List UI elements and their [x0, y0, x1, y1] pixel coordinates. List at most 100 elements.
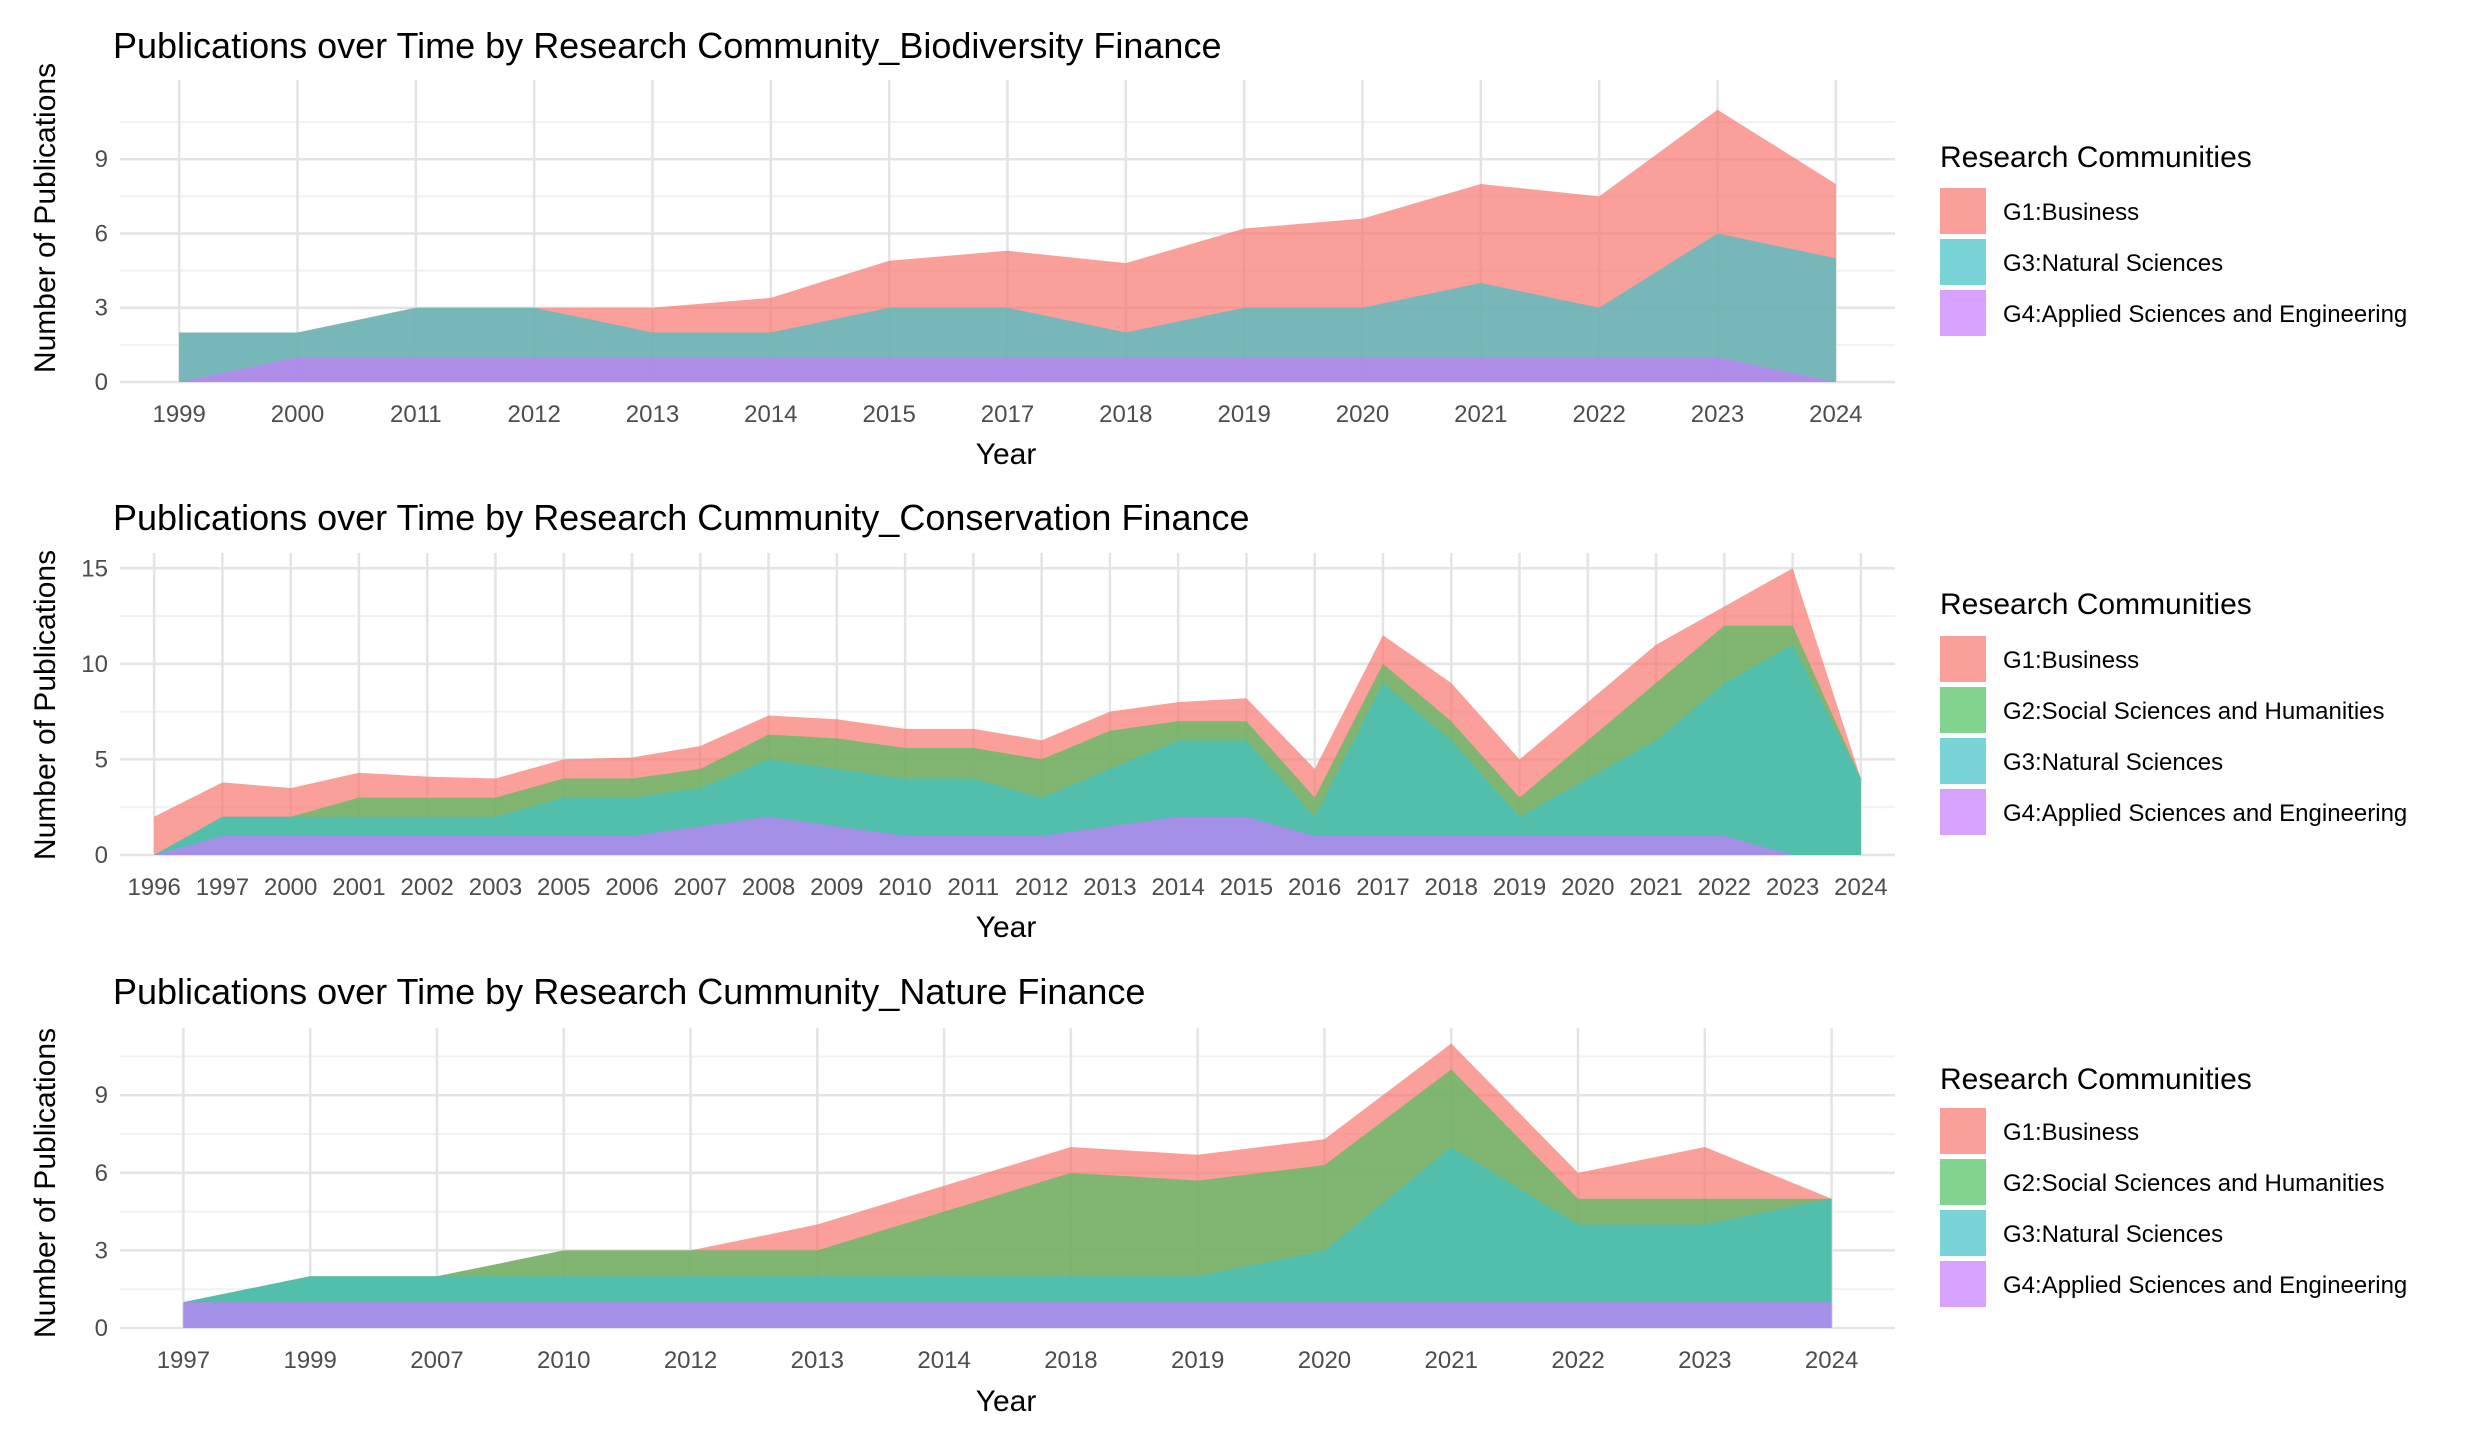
x-tick-label: 1996	[127, 874, 180, 901]
area-g4-applied-sciences-and-engineering	[154, 816, 1861, 855]
legend: G1:Business G3:Natural Sciences G4:Applied…	[1940, 188, 2407, 336]
x-tick-label: 1999	[152, 401, 205, 428]
x-tick-label: 2022	[1698, 874, 1751, 901]
x-tick-label: 2021	[1425, 1347, 1478, 1374]
x-tick-label: 2022	[1572, 401, 1625, 428]
x-tick-label: 2005	[537, 874, 590, 901]
chart-panel-nature: Publications over Time by Research Cummu…	[29, 971, 2407, 1418]
y-tick-label: 3	[95, 295, 108, 322]
y-tick-label: 10	[81, 651, 108, 678]
legend-label: G4:Applied Sciences and Engineering	[2003, 800, 2407, 827]
x-tick-label: 2001	[332, 874, 385, 901]
x-tick-label: 2011	[948, 874, 1000, 901]
x-tick-label: 1997	[196, 874, 249, 901]
x-tick-label: 2014	[1151, 874, 1204, 901]
x-tick-label: 2020	[1561, 874, 1614, 901]
x-tick-label: 2013	[626, 401, 679, 428]
y-tick-label: 9	[95, 1082, 108, 1109]
x-tick-label: 2020	[1336, 401, 1389, 428]
y-axis-label: Number of Publications	[29, 550, 62, 860]
legend-title: Research Communities	[1940, 588, 2252, 621]
x-tick-label: 2000	[264, 874, 317, 901]
y-axis-label: Number of Publications	[29, 63, 62, 373]
legend-swatch-g1-business	[1940, 1108, 1986, 1154]
legend-swatch-g2-social-sciences-and-humanities	[1940, 687, 1986, 733]
x-tick-label: 2006	[605, 874, 658, 901]
legend-swatch-g4-applied-sciences-and-engineering	[1940, 290, 1986, 336]
plot-area: 0 5 10 15 1996 1997 2000 2001 2002 2003 2005 2006 20…	[81, 553, 1895, 901]
legend-label: G4:Applied Sciences and Engineering	[2003, 301, 2407, 328]
x-tick-label: 2012	[664, 1347, 717, 1374]
x-tick-label: 2018	[1425, 874, 1478, 901]
x-tick-label: 2023	[1678, 1347, 1731, 1374]
y-tick-label: 6	[95, 220, 108, 247]
y-tick-label: 0	[95, 842, 108, 869]
legend-swatch-g3-natural-sciences	[1940, 738, 1986, 784]
legend-label: G1:Business	[2003, 199, 2139, 226]
area-layers	[183, 1043, 1832, 1328]
x-tick-label: 2024	[1809, 401, 1862, 428]
x-tick-label: 2012	[1015, 874, 1068, 901]
x-tick-label: 2019	[1171, 1347, 1224, 1374]
x-tick-label: 2012	[507, 401, 560, 428]
legend-swatch-g2-social-sciences-and-humanities	[1940, 1159, 1986, 1205]
x-tick-label: 2000	[271, 401, 324, 428]
x-tick-label: 2007	[674, 874, 727, 901]
x-tick-label: 2017	[1356, 874, 1409, 901]
legend-label: G2:Social Sciences and Humanities	[2003, 698, 2385, 725]
legend-title: Research Communities	[1940, 141, 2252, 174]
y-axis-label: Number of Publications	[29, 1028, 62, 1338]
area-g3-natural-sciences	[154, 644, 1861, 855]
legend: G1:Business G2:Social Sciences and Humani…	[1940, 636, 2407, 835]
x-tick-label: 1999	[283, 1347, 336, 1374]
chart-panel-biodiversity: Publications over Time by Research Commu…	[29, 25, 2407, 471]
area-g4-applied-sciences-and-engineering	[183, 1302, 1832, 1328]
legend-swatch-g1-business	[1940, 636, 1986, 682]
y-tick-label: 9	[95, 146, 108, 173]
x-axis-label: Year	[976, 911, 1037, 944]
y-tick-label: 0	[95, 369, 108, 396]
legend-label: G1:Business	[2003, 1119, 2139, 1146]
x-tick-label: 2015	[1220, 874, 1273, 901]
area-g3-natural-sciences	[179, 233, 1836, 382]
x-tick-label: 2021	[1629, 874, 1682, 901]
legend-swatch-g3-natural-sciences	[1940, 1210, 1986, 1256]
y-tick-label: 3	[95, 1237, 108, 1264]
x-tick-label: 2010	[878, 874, 931, 901]
x-tick-label: 2007	[410, 1347, 463, 1374]
chart-title: Publications over Time by Research Cummu…	[113, 497, 1250, 538]
x-tick-label: 2019	[1493, 874, 1546, 901]
x-tick-label: 2013	[1083, 874, 1136, 901]
x-tick-label: 2008	[742, 874, 795, 901]
x-tick-label: 2015	[862, 401, 915, 428]
x-tick-label: 2014	[917, 1347, 970, 1374]
chart-title: Publications over Time by Research Commu…	[113, 25, 1221, 66]
x-tick-label: 2014	[744, 401, 797, 428]
legend-label: G3:Natural Sciences	[2003, 749, 2223, 776]
y-tick-label: 6	[95, 1160, 108, 1187]
x-tick-label: 2017	[981, 401, 1034, 428]
x-tick-label: 2003	[469, 874, 522, 901]
x-tick-label: 2021	[1454, 401, 1507, 428]
y-tick-label: 0	[95, 1315, 108, 1342]
area-g4-applied-sciences-and-engineering	[179, 357, 1836, 382]
x-tick-label: 2016	[1288, 874, 1341, 901]
legend-label: G2:Social Sciences and Humanities	[2003, 1170, 2385, 1197]
x-tick-label: 2013	[791, 1347, 844, 1374]
legend-swatch-g4-applied-sciences-and-engineering	[1940, 789, 1986, 835]
y-tick-label: 15	[81, 555, 108, 582]
legend-label: G1:Business	[2003, 647, 2139, 674]
x-tick-label: 2023	[1691, 401, 1744, 428]
chart-panel-conservation: Publications over Time by Research Cummu…	[29, 497, 2407, 944]
legend-swatch-g4-applied-sciences-and-engineering	[1940, 1261, 1986, 1307]
x-tick-label: 2023	[1766, 874, 1819, 901]
x-tick-label: 2024	[1834, 874, 1887, 901]
area-layers	[179, 109, 1836, 382]
legend: G1:Business G2:Social Sciences and Humani…	[1940, 1108, 2407, 1307]
legend-label: G3:Natural Sciences	[2003, 250, 2223, 277]
x-tick-label: 2009	[810, 874, 863, 901]
x-tick-label: 2011	[390, 401, 442, 428]
chart-title: Publications over Time by Research Cummu…	[113, 971, 1145, 1012]
plot-area: 0 3 6 9 1999 2000 2011 2012 2013 2014 2015 2017 2018…	[95, 80, 1895, 428]
